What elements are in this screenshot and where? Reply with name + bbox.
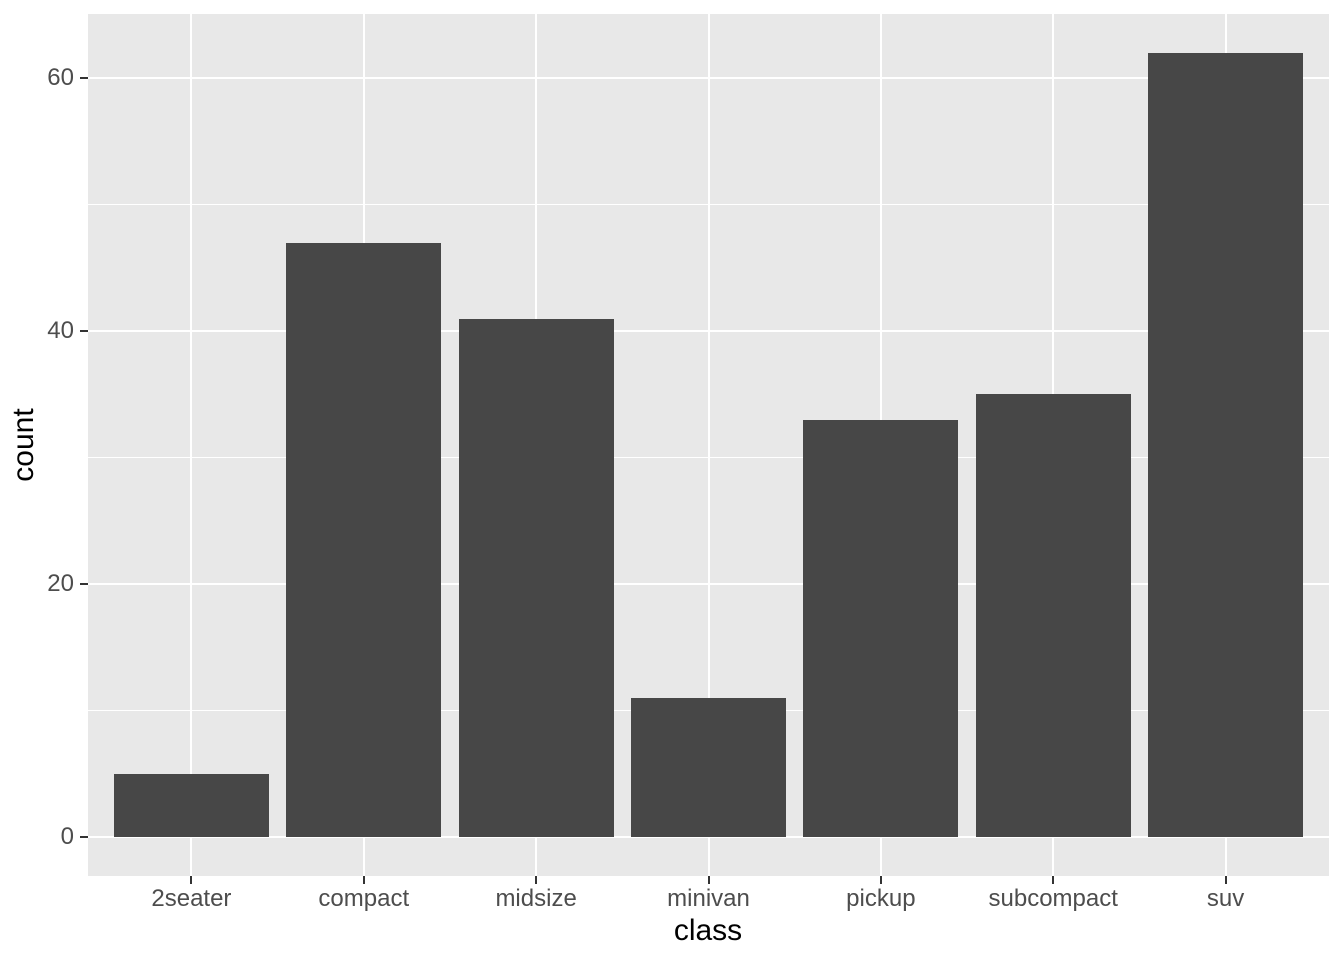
x-tick-mark — [362, 876, 365, 884]
x-tick-mark — [1224, 876, 1227, 884]
x-tick-mark — [1052, 876, 1055, 884]
y-tick-label-60: 60 — [47, 64, 74, 92]
x-tick-label-pickup: pickup — [846, 885, 916, 912]
x-tick-mark — [190, 876, 193, 884]
plot-panel — [88, 14, 1329, 876]
bar-2seater — [113, 773, 269, 837]
bar-compact — [286, 242, 442, 837]
y-tick-mark — [80, 835, 88, 838]
x-axis-title: class — [673, 914, 743, 947]
x-tick-label-suv: suv — [1206, 885, 1245, 912]
bar-pickup — [803, 419, 959, 837]
y-axis-title: count — [7, 408, 40, 482]
y-tick-label-20: 20 — [47, 570, 74, 598]
x-tick-label-compact: compact — [318, 885, 410, 912]
x-tick-label-2seater: 2seater — [151, 885, 232, 912]
vertical-gridline — [707, 14, 710, 876]
y-tick-mark — [80, 583, 88, 586]
x-tick-label-midsize: midsize — [495, 885, 577, 912]
x-tick-label-minivan: minivan — [667, 885, 750, 912]
x-tick-mark — [535, 876, 538, 884]
y-tick-mark — [80, 330, 88, 333]
y-tick-label-0: 0 — [60, 822, 74, 850]
y-tick-label-40: 40 — [47, 317, 74, 345]
y-tick-mark — [80, 77, 88, 80]
x-tick-mark — [707, 876, 710, 884]
bar-suv — [1148, 53, 1304, 837]
x-tick-mark — [879, 876, 882, 884]
vertical-gridline — [190, 14, 193, 876]
bar-midsize — [458, 318, 614, 837]
bar-minivan — [630, 697, 787, 837]
x-tick-label-subcompact: subcompact — [988, 885, 1118, 912]
bar-subcompact — [975, 394, 1131, 837]
